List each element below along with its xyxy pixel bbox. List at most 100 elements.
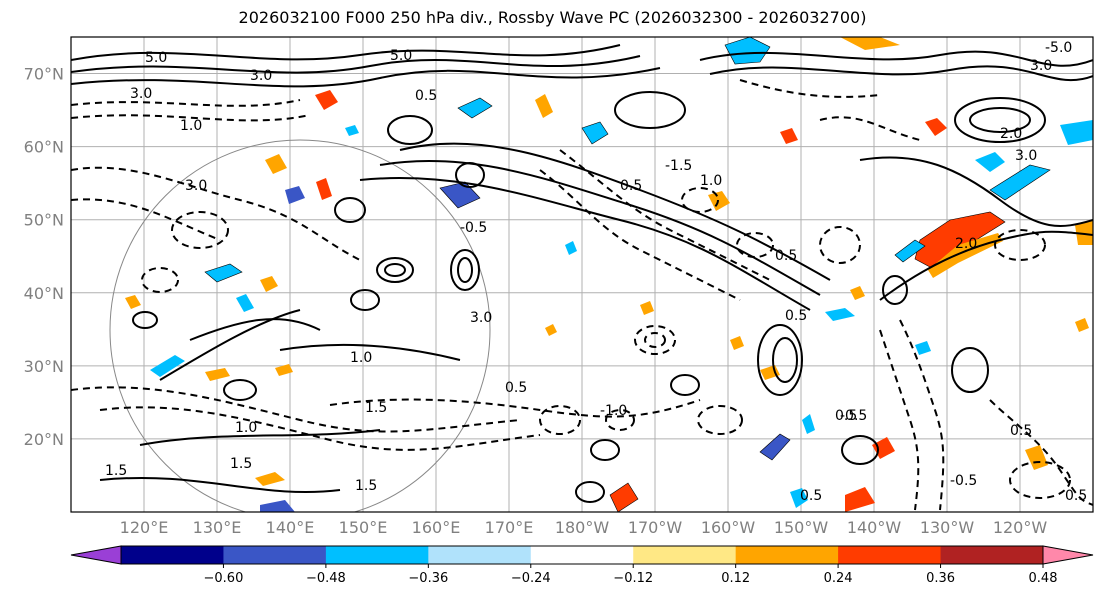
contour-line	[859, 156, 1093, 227]
colorbar-segment	[940, 546, 1044, 564]
shade-patch	[914, 211, 1006, 268]
contour-line	[757, 324, 803, 396]
contour-line	[71, 55, 641, 74]
shade-patch	[845, 487, 875, 512]
contour-line	[739, 79, 881, 98]
contour-line	[71, 386, 521, 433]
contour-labels: 5.0 5.0 3.0 3.0 3.0 3.0 3.0 3.0 1.0 1.0 …	[105, 40, 1087, 504]
shade-patch	[989, 164, 1051, 201]
lon-label: 130°E	[193, 518, 242, 537]
contour-line	[457, 257, 473, 283]
lat-label: 70°N	[24, 65, 64, 84]
contour-line	[644, 332, 666, 348]
contour-line	[539, 169, 741, 301]
shade-patch	[850, 286, 865, 300]
contour-label: 2.0	[955, 236, 977, 252]
contour-label: 0.5	[835, 408, 857, 424]
shade-patch	[275, 364, 293, 376]
contour-label: -0.5	[840, 408, 867, 424]
latitude-labels: 70°N 60°N 50°N 40°N 30°N 20°N	[24, 65, 64, 449]
contour-label: 3.0	[185, 178, 207, 194]
contour-label: 5.0	[145, 50, 167, 66]
contour-line	[614, 91, 686, 129]
shade-patch	[236, 294, 254, 312]
contour-line	[384, 263, 406, 277]
lon-label: 160°E	[412, 518, 461, 537]
contour-line	[359, 177, 811, 311]
shade-patch	[760, 365, 780, 380]
shade-patch	[975, 152, 1005, 172]
shade-patch	[535, 94, 553, 118]
shade-patch	[565, 241, 577, 255]
shade-patch	[545, 324, 557, 336]
contour-line	[1009, 461, 1071, 499]
contour-label: 1.5	[365, 400, 387, 416]
shade-patch	[265, 154, 287, 174]
contour-label: 0.5	[505, 380, 527, 396]
contour-label: -5.0	[1045, 40, 1072, 56]
contour-label: 3.0	[470, 310, 492, 326]
shade-patch	[925, 118, 947, 136]
contour-line	[882, 275, 908, 305]
shade-patch	[125, 295, 141, 309]
divergence-shading	[125, 37, 1093, 512]
contour-line	[605, 409, 635, 431]
lat-label: 60°N	[24, 138, 64, 157]
contour-line	[575, 481, 605, 503]
colorbar-tick-label: −0.60	[204, 571, 244, 586]
contour-line	[697, 405, 743, 435]
shade-patch	[255, 472, 285, 486]
contour-line	[899, 319, 945, 511]
contour-line	[159, 309, 301, 381]
colorbar-tick-label: −0.12	[613, 571, 653, 586]
contour-line	[139, 429, 381, 446]
colorbar-segment	[633, 546, 737, 564]
shade-patch	[260, 500, 295, 512]
contour-line	[399, 142, 831, 281]
contour-line	[772, 337, 798, 383]
contour-label: 0.5	[800, 488, 822, 504]
colorbar-tick-label: 0.48	[1029, 571, 1058, 586]
shade-patch	[1075, 220, 1093, 245]
shade-patch	[640, 301, 654, 315]
contour-line	[71, 166, 361, 261]
contour-line	[141, 267, 179, 293]
colorbar-tick-label: −0.48	[306, 571, 346, 586]
contour-label: 1.5	[355, 478, 377, 494]
shade-patch	[285, 186, 305, 204]
lon-label: 150°E	[339, 518, 388, 537]
contour-line	[951, 347, 989, 393]
contour-label: 3.0	[1015, 148, 1037, 164]
contour-label: -0.5	[950, 473, 977, 489]
shade-patch	[439, 181, 481, 209]
contour-line	[879, 230, 1093, 301]
colorbar-segment	[735, 546, 839, 564]
contour-label: 1.5	[105, 463, 127, 479]
contour-label: 1.0	[700, 173, 722, 189]
colorbar-segment	[838, 546, 942, 564]
contour-line	[223, 379, 257, 401]
contour-line	[989, 399, 1093, 506]
contour-line	[71, 44, 621, 61]
contour-line	[670, 374, 700, 396]
contour-line	[71, 67, 661, 88]
contour-line	[994, 229, 1046, 261]
colorbar-segment	[428, 546, 532, 564]
shade-patch	[840, 37, 900, 50]
contour-line	[279, 343, 461, 361]
contour-line	[71, 99, 301, 107]
shade-patch	[802, 414, 815, 434]
lon-label: 140°W	[847, 518, 902, 537]
contour-line	[99, 476, 341, 494]
colorbar-segment	[325, 546, 429, 564]
contour-label: 5.0	[390, 48, 412, 64]
shade-patch	[790, 488, 808, 508]
longitude-labels: 120°E 130°E 140°E 150°E 160°E 170°E 180°W 170°W…	[120, 518, 1048, 537]
contour-line	[819, 226, 861, 264]
contour-line	[376, 257, 414, 283]
contour-label: -0.5	[460, 220, 487, 236]
contour-line	[841, 435, 879, 465]
shade-patch	[1060, 120, 1093, 145]
contour-line	[559, 149, 771, 281]
shade-patch	[315, 90, 338, 110]
